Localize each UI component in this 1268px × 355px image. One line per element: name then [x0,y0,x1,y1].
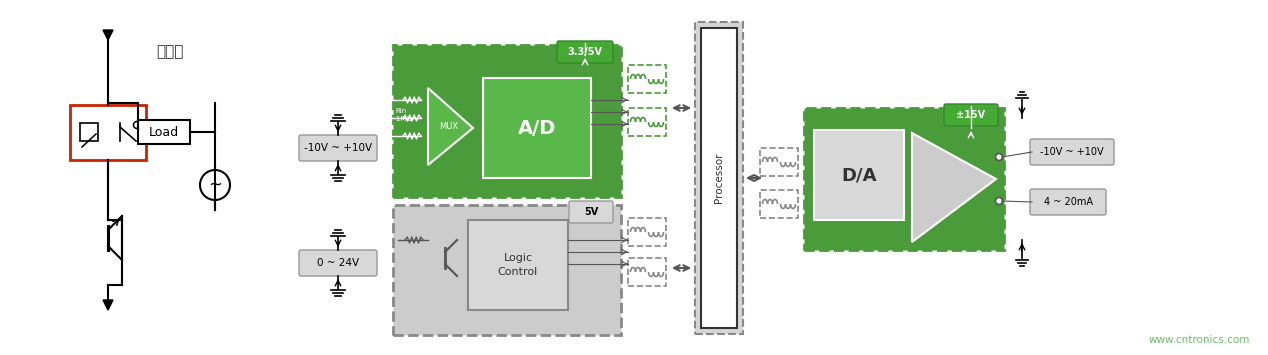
Text: MUX: MUX [439,122,458,131]
Bar [393,205,621,335]
Text: ±15V: ±15V [956,110,985,120]
Text: Logic
Control: Logic Control [498,253,538,277]
Bar [628,218,666,246]
Polygon shape [103,300,113,310]
FancyBboxPatch shape [1030,189,1106,215]
Text: -10V ~ +10V: -10V ~ +10V [304,143,372,153]
Bar [760,148,798,176]
FancyBboxPatch shape [943,104,998,126]
Bar [695,22,743,334]
Bar [628,108,666,136]
Bar [483,78,591,178]
Bar [628,258,666,286]
Circle shape [995,153,1003,160]
Text: 5V: 5V [583,207,598,217]
Bar [393,45,621,197]
Text: www.cntronics.com: www.cntronics.com [1149,335,1250,345]
Text: Rin
~1MΩ: Rin ~1MΩ [391,108,412,122]
Bar [468,220,568,310]
Polygon shape [429,88,473,165]
Bar [80,123,98,141]
Text: Load: Load [148,126,179,138]
Circle shape [200,170,230,200]
Text: Processor: Processor [714,153,724,203]
Text: ~: ~ [208,176,222,194]
Polygon shape [912,133,995,242]
Circle shape [133,121,141,129]
Bar [760,190,798,218]
Text: 4 ~ 20mA: 4 ~ 20mA [1044,197,1093,207]
Circle shape [995,197,1003,204]
Text: 3.3/5V: 3.3/5V [568,47,602,57]
FancyBboxPatch shape [1030,139,1115,165]
Bar [628,65,666,93]
Text: 继电器: 继电器 [156,44,184,60]
Text: A/D: A/D [517,119,557,137]
FancyBboxPatch shape [569,201,612,223]
Bar [804,108,1004,250]
Text: 0 ~ 24V: 0 ~ 24V [317,258,359,268]
FancyBboxPatch shape [557,41,612,63]
Bar [701,28,737,328]
Bar [814,130,904,220]
Polygon shape [103,30,113,40]
Bar [70,105,146,160]
Text: -10V ~ +10V: -10V ~ +10V [1040,147,1104,157]
FancyBboxPatch shape [299,135,377,161]
FancyBboxPatch shape [299,250,377,276]
Bar [138,120,190,144]
Text: D/A: D/A [841,166,876,184]
